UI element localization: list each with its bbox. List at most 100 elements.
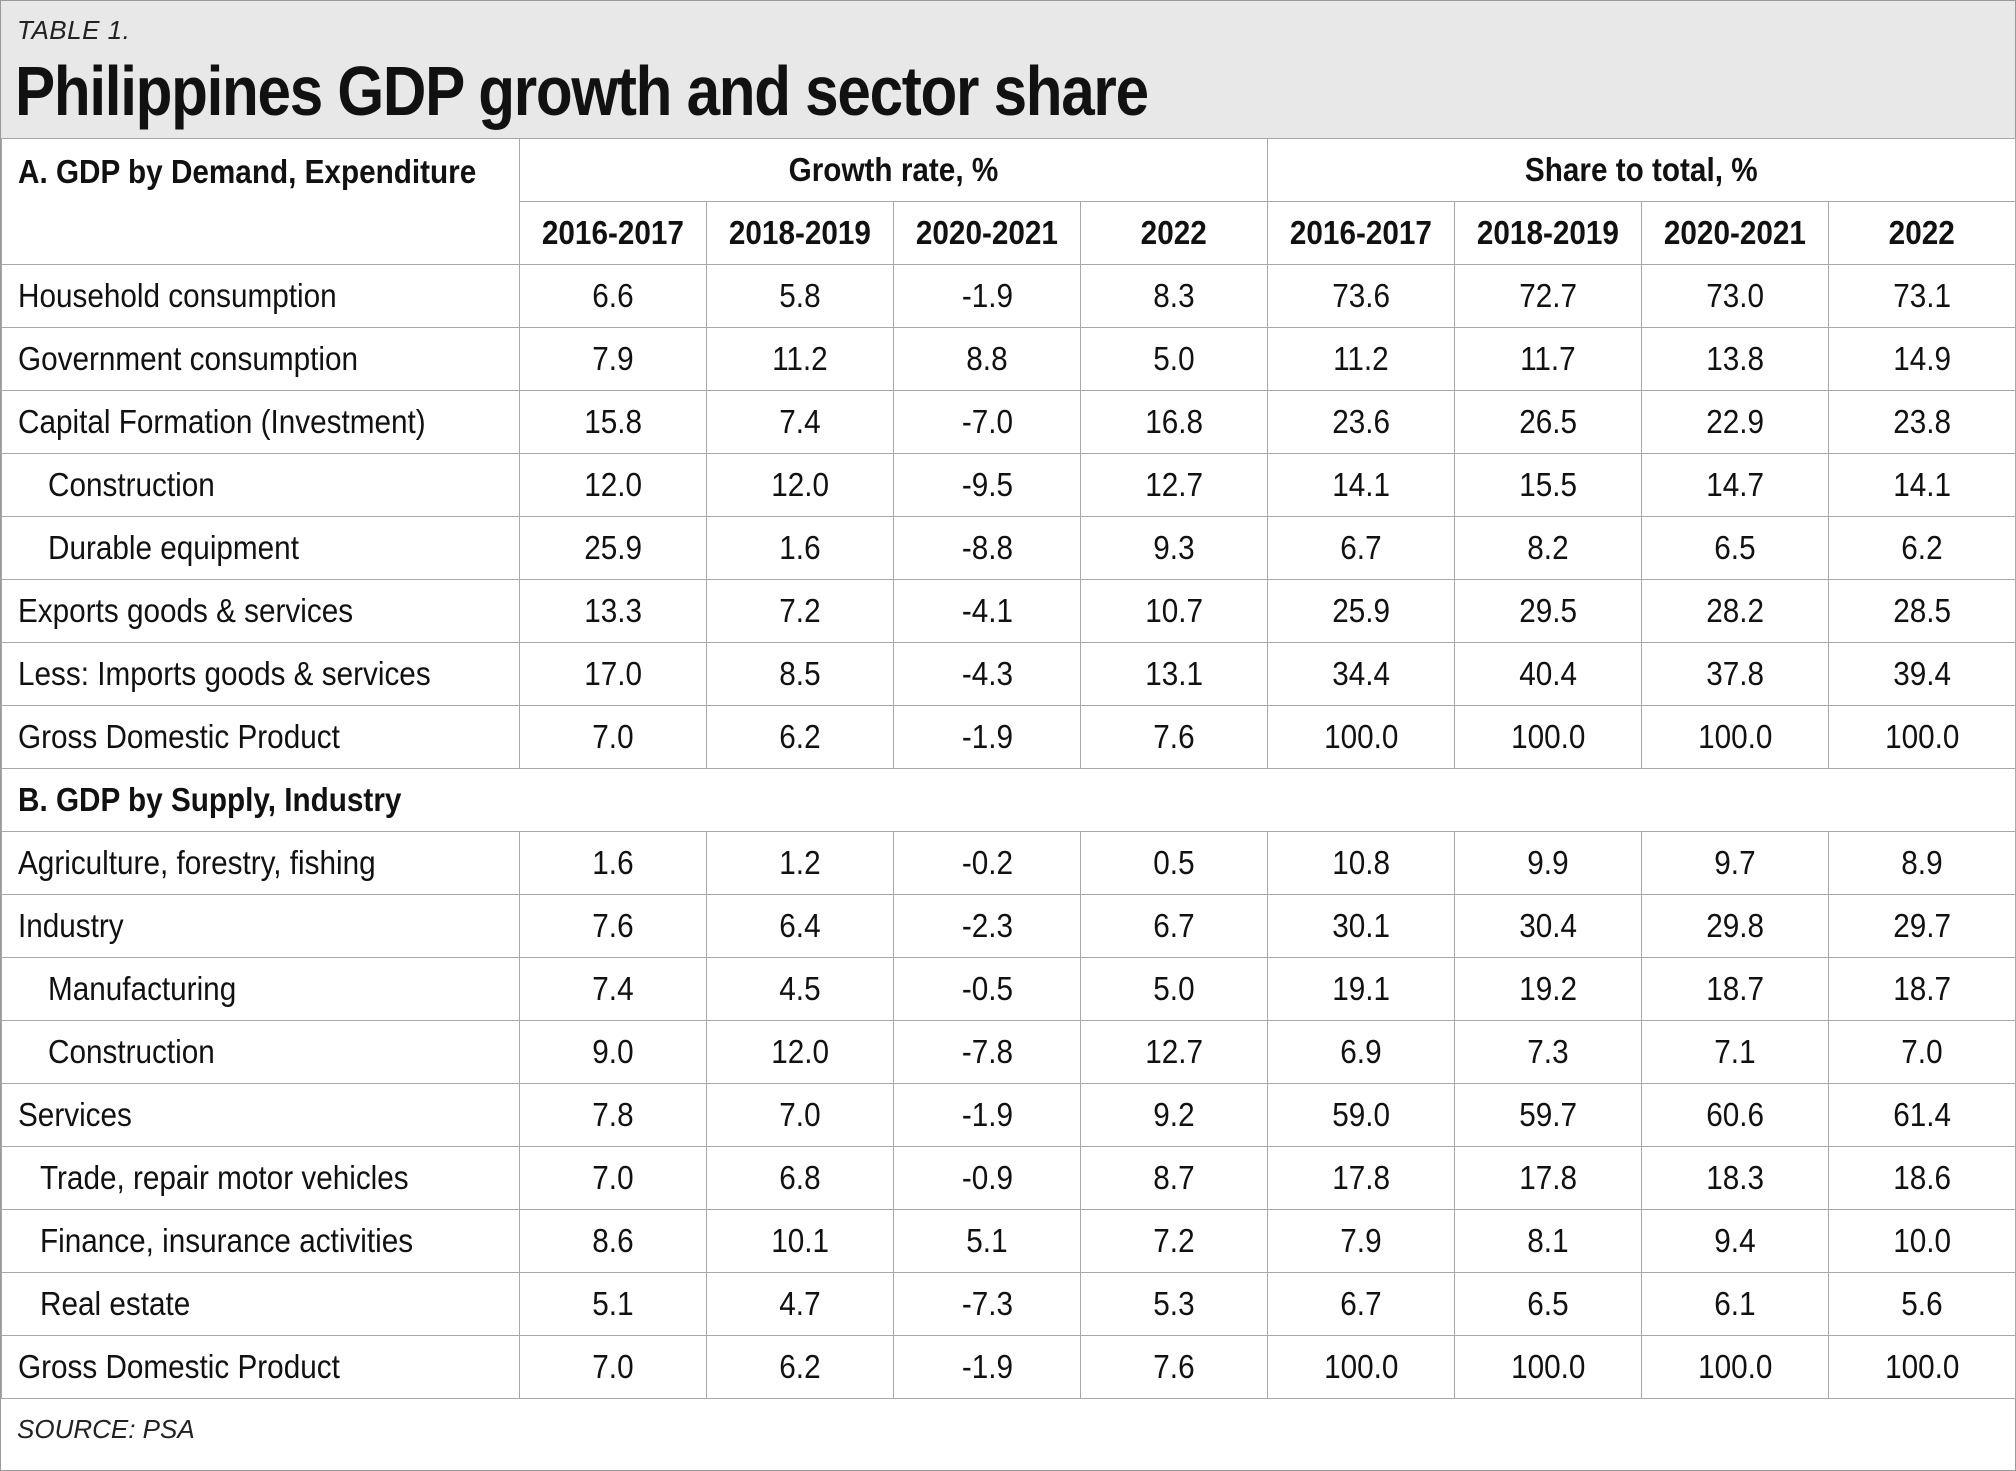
section-b-row: B. GDP by Supply, Industry	[0, 768, 2016, 832]
row-label: Agriculture, forestry, fishing	[1, 831, 520, 895]
row-label: Gross Domestic Product	[1, 1335, 520, 1399]
row-label: Exports goods & services	[1, 579, 520, 643]
period-header: 2016-2017	[519, 201, 707, 265]
share-cell: 40.4	[1454, 642, 1642, 706]
period-header: 2018-2019	[1454, 201, 1642, 265]
growth-rate-cell: 8.3	[1080, 264, 1268, 328]
growth-rate-cell: 10.7	[1080, 579, 1268, 643]
growth-rate-cell: 7.0	[706, 1083, 894, 1147]
growth-rate-cell: 12.7	[1080, 1020, 1268, 1084]
growth-rate-cell: 6.7	[1080, 894, 1268, 958]
growth-rate-cell: 15.8	[519, 390, 707, 454]
share-cell: 28.2	[1641, 579, 1829, 643]
table-row: Capital Formation (Investment) 15.8 7.4 -7.…	[1, 390, 2016, 454]
share-cell: 23.8	[1827, 390, 2016, 454]
growth-rate-cell: -1.9	[893, 1083, 1081, 1147]
growth-rate-cell: 7.0	[519, 1146, 707, 1210]
row-label: Trade, repair motor vehicles	[1, 1146, 520, 1210]
share-cell: 25.9	[1267, 579, 1455, 643]
row-label: Less: Imports goods & services	[1, 642, 520, 706]
table-row: Finance, insurance activities 8.6 10.1 5.1 7…	[1, 1209, 2016, 1273]
share-cell: 30.1	[1267, 894, 1455, 958]
growth-rate-cell: -4.1	[893, 579, 1081, 643]
table-row: Trade, repair motor vehicles 7.0 6.8 -0.9 8.…	[1, 1146, 2016, 1210]
share-cell: 10.8	[1267, 831, 1455, 895]
share-cell: 11.7	[1454, 327, 1642, 391]
period-header: 2016-2017	[1267, 201, 1455, 265]
growth-rate-cell: 5.0	[1080, 957, 1268, 1021]
growth-rate-cell: -7.8	[893, 1020, 1081, 1084]
growth-rate-cell: 12.7	[1080, 453, 1268, 517]
share-cell: 6.7	[1267, 1272, 1455, 1336]
table-row: Gross Domestic Product 7.0 6.2 -1.9 7.6 100.0…	[1, 705, 2016, 769]
share-cell: 10.0	[1827, 1209, 2016, 1273]
growth-rate-cell: 6.2	[706, 1335, 894, 1399]
share-cell: 14.9	[1827, 327, 2016, 391]
growth-rate-cell: 5.0	[1080, 327, 1268, 391]
share-cell: 11.2	[1267, 327, 1455, 391]
share-cell: 28.5	[1827, 579, 2016, 643]
table-row: Less: Imports goods & services 17.0 8.5 -4.…	[1, 642, 2016, 706]
growth-rate-cell: -7.3	[893, 1272, 1081, 1336]
growth-rate-cell: 7.0	[519, 1335, 707, 1399]
growth-rate-cell: 8.6	[519, 1209, 707, 1273]
share-cell: 6.5	[1454, 1272, 1642, 1336]
table-row: Manufacturing 7.4 4.5 -0.5 5.0 19.1 19.2 18.7 18…	[1, 957, 2016, 1021]
supply-section: Agriculture, forestry, fishing 1.6 1.2 -0.2…	[1, 831, 2016, 1399]
growth-rate-cell: 7.2	[1080, 1209, 1268, 1273]
period-header: 2018-2019	[706, 201, 894, 265]
gdp-table: A. GDP by Demand, Expenditure Growth rat…	[0, 138, 2016, 1399]
table-row: Exports goods & services 13.3 7.2 -4.1 10.7 2…	[1, 579, 2016, 643]
growth-rate-cell: 7.6	[1080, 705, 1268, 769]
share-cell: 8.9	[1827, 831, 2016, 895]
period-header: 2022	[1080, 201, 1268, 265]
growth-rate-cell: 7.4	[519, 957, 707, 1021]
growth-rate-cell: 12.0	[706, 453, 894, 517]
share-cell: 8.1	[1454, 1209, 1642, 1273]
growth-rate-cell: 9.0	[519, 1020, 707, 1084]
growth-rate-cell: -2.3	[893, 894, 1081, 958]
share-cell: 7.3	[1454, 1020, 1642, 1084]
growth-rate-cell: -0.2	[893, 831, 1081, 895]
share-cell: 14.1	[1267, 453, 1455, 517]
growth-rate-cell: 16.8	[1080, 390, 1268, 454]
growth-rate-cell: 8.8	[893, 327, 1081, 391]
share-cell: 100.0	[1454, 705, 1642, 769]
share-cell: 100.0	[1641, 705, 1829, 769]
share-cell: 23.6	[1267, 390, 1455, 454]
table-row: Real estate 5.1 4.7 -7.3 5.3 6.7 6.5 6.1 5.6	[1, 1272, 2016, 1336]
growth-rate-cell: 7.6	[519, 894, 707, 958]
row-label: Real estate	[1, 1272, 520, 1336]
growth-rate-cell: 7.9	[519, 327, 707, 391]
growth-rate-cell: 8.7	[1080, 1146, 1268, 1210]
row-label: Services	[1, 1083, 520, 1147]
share-cell: 8.2	[1454, 516, 1642, 580]
share-cell: 5.6	[1827, 1272, 2016, 1336]
table-row: Industry 7.6 6.4 -2.3 6.7 30.1 30.4 29.8 29.7	[1, 894, 2016, 958]
growth-rate-cell: -1.9	[893, 705, 1081, 769]
section-a-heading: A. GDP by Demand, Expenditure	[1, 138, 520, 265]
growth-rate-cell: 1.2	[706, 831, 894, 895]
row-label: Finance, insurance activities	[1, 1209, 520, 1273]
growth-rate-cell: -0.5	[893, 957, 1081, 1021]
row-label: Industry	[1, 894, 520, 958]
growth-rate-cell: 5.1	[519, 1272, 707, 1336]
share-cell: 17.8	[1267, 1146, 1455, 1210]
page-title: Philippines GDP growth and sector share	[15, 52, 1149, 130]
table-row: Services 7.8 7.0 -1.9 9.2 59.0 59.7 60.6 61.4	[1, 1083, 2016, 1147]
share-cell: 34.4	[1267, 642, 1455, 706]
growth-rate-cell: 17.0	[519, 642, 707, 706]
group-header-row: A. GDP by Demand, Expenditure Growth rat…	[1, 138, 2016, 265]
share-cell: 14.7	[1641, 453, 1829, 517]
growth-rate-cell: 5.1	[893, 1209, 1081, 1273]
growth-rate-cell: 8.5	[706, 642, 894, 706]
share-cell: 7.1	[1641, 1020, 1829, 1084]
share-cell: 73.1	[1827, 264, 2016, 328]
share-cell: 7.9	[1267, 1209, 1455, 1273]
growth-rate-cell: 1.6	[706, 516, 894, 580]
period-header: 2020-2021	[893, 201, 1081, 265]
growth-rate-cell: -1.9	[893, 1335, 1081, 1399]
share-cell: 14.1	[1827, 453, 2016, 517]
row-label: Construction	[1, 453, 520, 517]
